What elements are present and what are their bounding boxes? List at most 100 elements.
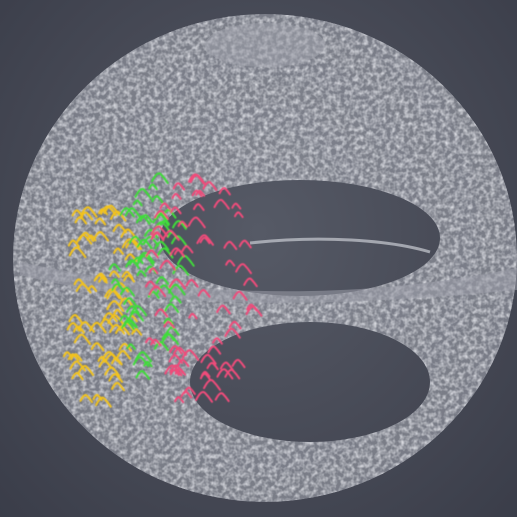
track-segment bbox=[170, 206, 182, 215]
track-segment bbox=[104, 366, 121, 378]
track-segment bbox=[143, 228, 159, 239]
track-segment bbox=[246, 303, 258, 312]
track-segment bbox=[225, 259, 236, 267]
track-segment bbox=[148, 183, 158, 191]
track-segment bbox=[106, 300, 125, 312]
track-segment bbox=[200, 353, 217, 365]
track-segment bbox=[187, 216, 206, 229]
track-segment bbox=[93, 274, 107, 283]
track-segment bbox=[87, 285, 98, 293]
track-segment bbox=[159, 219, 170, 227]
track-segment bbox=[238, 239, 252, 249]
track-segment bbox=[195, 391, 214, 403]
track-segment bbox=[187, 173, 205, 185]
track-segment bbox=[112, 223, 127, 234]
track-segment bbox=[93, 231, 109, 242]
track-segment bbox=[123, 274, 135, 283]
track-segment bbox=[191, 189, 203, 198]
track-segment bbox=[213, 198, 230, 210]
track-segment bbox=[151, 195, 164, 204]
track-segment bbox=[131, 328, 143, 336]
track-segment bbox=[135, 370, 151, 380]
track-segment bbox=[67, 239, 80, 248]
track-segment bbox=[219, 361, 234, 371]
track-segment bbox=[148, 267, 159, 275]
track-segment bbox=[108, 263, 121, 272]
track-segment bbox=[231, 358, 246, 369]
track-segment bbox=[109, 270, 120, 278]
track-segment bbox=[188, 312, 198, 320]
track-segment bbox=[99, 318, 114, 328]
track-segment bbox=[163, 320, 175, 329]
track-segment bbox=[75, 283, 92, 294]
track-segment bbox=[180, 390, 193, 399]
track-segment bbox=[192, 203, 205, 212]
track-segment bbox=[223, 240, 238, 251]
track-segment bbox=[89, 321, 107, 334]
tissue-body bbox=[13, 14, 517, 502]
track-segment bbox=[127, 310, 145, 322]
track-segment bbox=[185, 278, 199, 288]
track-segment bbox=[154, 308, 169, 318]
track-segment bbox=[169, 247, 185, 258]
track-segment bbox=[77, 365, 95, 377]
track-segment bbox=[111, 381, 125, 392]
track-segment bbox=[79, 394, 94, 404]
track-segment bbox=[161, 208, 177, 219]
track-segment bbox=[98, 208, 108, 216]
track-segment bbox=[111, 283, 125, 293]
track-segment bbox=[135, 215, 151, 225]
track-segment bbox=[183, 386, 196, 396]
track-segment bbox=[124, 253, 137, 262]
track-segment bbox=[163, 317, 174, 325]
track-segment bbox=[125, 259, 140, 269]
track-segment bbox=[169, 295, 182, 304]
track-segment bbox=[109, 210, 127, 222]
track-segment bbox=[159, 259, 177, 271]
track-segment bbox=[144, 280, 158, 289]
track-segment bbox=[224, 327, 241, 339]
track-segment bbox=[148, 285, 167, 298]
track-segment bbox=[169, 369, 180, 377]
track-segment bbox=[150, 231, 165, 241]
track-segment bbox=[119, 207, 135, 218]
track-segment bbox=[196, 234, 215, 246]
track-segment bbox=[174, 396, 185, 404]
track-segment bbox=[111, 278, 121, 285]
track-segment bbox=[159, 202, 171, 211]
track-segment bbox=[177, 220, 188, 228]
track-segment bbox=[172, 264, 190, 276]
track-segment bbox=[73, 333, 92, 346]
track-segment bbox=[116, 349, 131, 360]
track-segment bbox=[113, 247, 124, 255]
track-segment bbox=[235, 263, 253, 275]
track-segment bbox=[171, 192, 182, 200]
track-segment bbox=[154, 209, 170, 220]
track-segment bbox=[108, 373, 124, 383]
track-segment bbox=[218, 187, 231, 196]
track-segment bbox=[216, 304, 231, 315]
track-segment bbox=[216, 368, 234, 380]
track-segment bbox=[161, 332, 176, 342]
track-segment bbox=[145, 337, 156, 345]
track-segment bbox=[167, 283, 186, 296]
track-segment bbox=[228, 320, 242, 330]
track-segment bbox=[212, 337, 223, 345]
track-segment bbox=[151, 172, 169, 184]
track-segment bbox=[126, 343, 136, 350]
track-segment bbox=[164, 303, 180, 313]
track-segment bbox=[123, 297, 137, 307]
track-segment bbox=[155, 276, 170, 286]
track-segment bbox=[113, 282, 129, 293]
track-segment bbox=[172, 182, 186, 191]
track-segment bbox=[199, 236, 211, 245]
track-segment bbox=[174, 367, 187, 376]
track-segment bbox=[202, 181, 218, 191]
track-segment bbox=[124, 207, 142, 219]
track-segment bbox=[168, 278, 187, 290]
track-segment bbox=[162, 229, 180, 241]
track-segment bbox=[152, 213, 171, 226]
track-segment bbox=[176, 255, 195, 267]
track-segment bbox=[231, 202, 242, 210]
